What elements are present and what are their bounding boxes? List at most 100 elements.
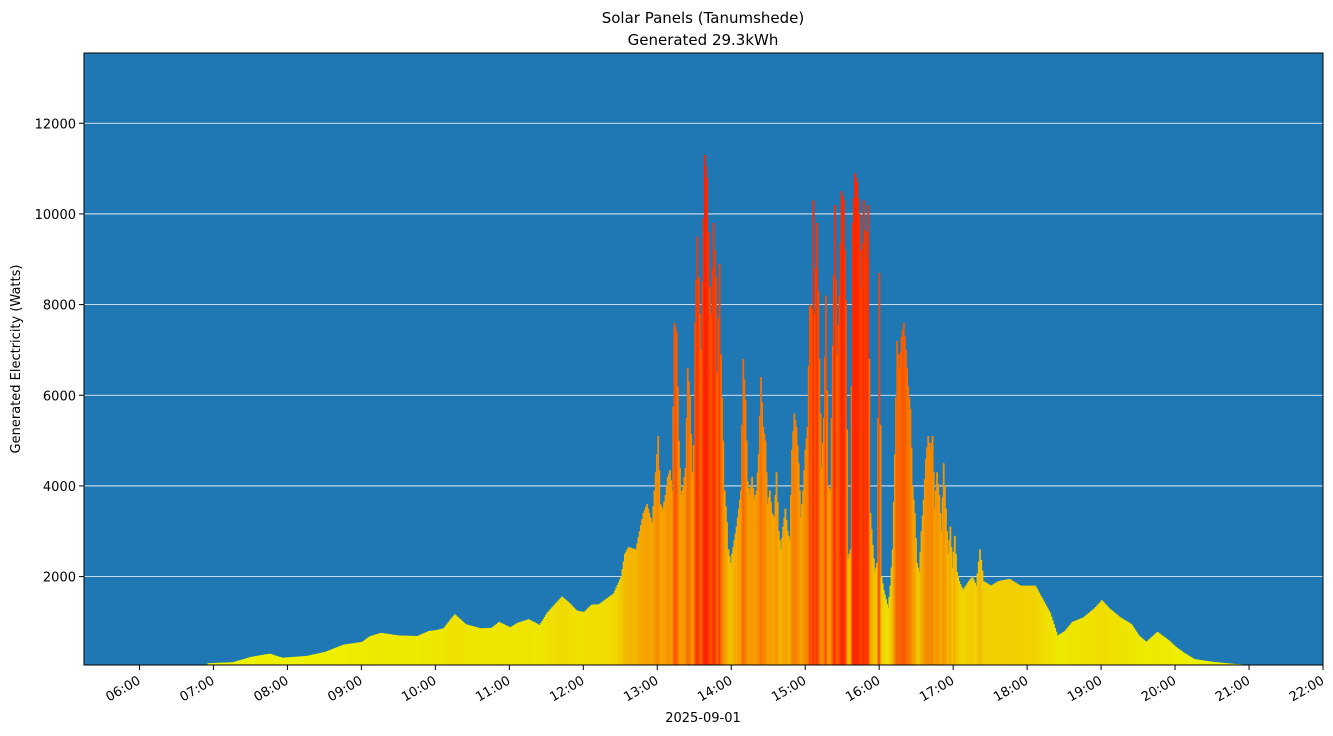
bar — [619, 579, 621, 665]
x-tick-label: 18:00 — [991, 673, 1031, 705]
bar — [388, 634, 391, 665]
bar — [234, 661, 237, 665]
y-tick-label: 4000 — [43, 480, 76, 495]
bar — [599, 603, 602, 665]
bar — [649, 517, 652, 665]
bar — [901, 329, 904, 665]
bar — [682, 485, 685, 665]
bar — [1231, 663, 1234, 665]
bar — [658, 470, 661, 665]
bar — [956, 572, 958, 665]
bar — [574, 609, 577, 665]
bar — [631, 548, 634, 665]
bar — [251, 656, 254, 665]
bar — [791, 449, 793, 665]
bar — [714, 277, 717, 665]
bar — [1028, 585, 1031, 665]
bar — [700, 349, 703, 665]
bar — [1129, 623, 1132, 665]
chart-subtitle: Generated 29.3kWh — [628, 31, 779, 49]
bar — [1149, 638, 1152, 665]
bar — [596, 604, 599, 665]
bar — [948, 540, 951, 665]
x-tick-label: 08:00 — [251, 673, 291, 705]
bar — [748, 495, 751, 665]
bar — [654, 472, 657, 665]
bar — [646, 504, 649, 665]
bar — [1155, 633, 1158, 665]
bar — [674, 327, 677, 665]
bar — [872, 558, 875, 665]
bar — [946, 531, 948, 665]
bar — [667, 473, 670, 665]
bar — [684, 467, 687, 665]
bar — [899, 352, 902, 665]
bar — [986, 583, 989, 665]
bar — [781, 538, 784, 665]
bar — [959, 584, 962, 665]
bar — [561, 596, 563, 665]
bar — [885, 599, 887, 665]
bar — [1173, 645, 1176, 665]
bar — [1085, 615, 1087, 665]
bar — [1070, 623, 1073, 665]
bar — [1108, 608, 1111, 665]
bar — [816, 223, 819, 665]
bar — [1189, 656, 1192, 665]
bar — [703, 155, 706, 665]
bar — [451, 617, 454, 665]
bar — [314, 654, 317, 665]
bar — [963, 588, 966, 665]
bar — [214, 662, 217, 665]
bar — [770, 501, 772, 665]
bar — [495, 623, 498, 665]
bar — [760, 377, 762, 665]
bar — [1114, 613, 1117, 665]
bar — [773, 517, 776, 665]
bar — [692, 445, 695, 665]
bar — [526, 619, 529, 665]
bar — [331, 648, 334, 665]
bar — [379, 632, 382, 665]
bar — [685, 417, 688, 665]
bar — [1120, 618, 1123, 665]
bar — [1223, 662, 1225, 665]
bar — [625, 551, 628, 665]
bar — [782, 526, 785, 665]
bar — [370, 636, 372, 665]
bar — [1218, 662, 1221, 665]
bar — [763, 433, 766, 665]
bar — [341, 645, 344, 665]
bar — [609, 596, 612, 665]
bar — [676, 386, 679, 665]
bar — [735, 526, 738, 665]
bar — [1205, 660, 1208, 665]
bar — [479, 628, 482, 665]
bar — [590, 604, 593, 665]
bar — [399, 635, 402, 665]
bar — [1172, 644, 1175, 665]
bar — [758, 415, 761, 665]
bar — [513, 625, 515, 665]
bar — [612, 593, 615, 665]
bar — [554, 603, 557, 665]
bar — [443, 626, 446, 665]
bar — [511, 625, 514, 665]
bar — [945, 508, 947, 665]
bar — [923, 479, 926, 665]
bar — [746, 481, 749, 665]
bar — [229, 662, 232, 665]
bar — [600, 602, 603, 665]
bar — [793, 413, 796, 665]
bar — [1134, 629, 1137, 665]
bar — [429, 630, 432, 665]
bar — [918, 572, 921, 665]
bar — [706, 177, 708, 666]
bar — [418, 635, 420, 665]
bar — [744, 399, 747, 665]
bar — [373, 634, 376, 665]
bar — [280, 657, 283, 665]
bar — [998, 580, 1001, 665]
bar — [701, 281, 704, 665]
bar — [960, 587, 963, 665]
